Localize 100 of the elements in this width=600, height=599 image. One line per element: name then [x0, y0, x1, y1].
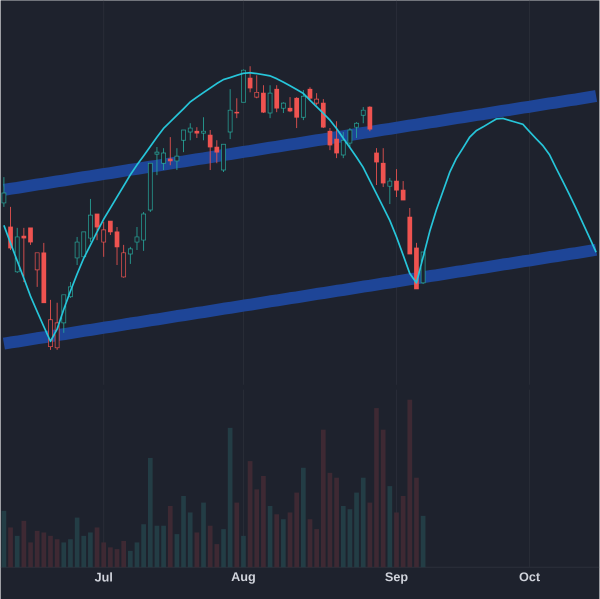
- bar: [394, 512, 399, 568]
- bar: [148, 458, 153, 568]
- bar: [320, 429, 326, 568]
- candlestick: [134, 226, 140, 250]
- candlestick: [128, 246, 133, 264]
- bar: [28, 542, 33, 568]
- candlestick: [308, 86, 312, 101]
- candlestick: [380, 148, 386, 188]
- bar: [314, 529, 319, 568]
- bar: [241, 536, 246, 568]
- bar: [128, 550, 133, 568]
- candlestick: [214, 140, 220, 164]
- candlestick: [194, 126, 200, 138]
- candlestick: [314, 92, 319, 106]
- bar: [68, 539, 73, 568]
- bar: [301, 468, 306, 568]
- candlestick: [74, 236, 80, 266]
- bar: [360, 478, 366, 568]
- candlestick: [268, 84, 272, 118]
- bar: [2, 510, 6, 568]
- candlestick: [288, 96, 292, 112]
- candlestick: [274, 84, 280, 112]
- candlestick: [114, 226, 120, 266]
- candlestick: [248, 66, 252, 93]
- bar: [328, 472, 332, 568]
- x-tick-label: Aug: [231, 572, 255, 584]
- bar: [81, 536, 86, 568]
- bar: [101, 542, 106, 568]
- bar: [108, 547, 113, 568]
- bar: [400, 496, 406, 568]
- candlestick: [188, 122, 193, 141]
- candlestick: [168, 136, 173, 166]
- bar: [274, 514, 280, 568]
- bar: [308, 519, 312, 568]
- candlestick: [374, 148, 379, 186]
- bar: [134, 542, 140, 568]
- bar: [268, 506, 272, 568]
- bar: [74, 517, 80, 568]
- bar: [374, 408, 379, 568]
- candlestick: [328, 127, 332, 150]
- bar: [94, 527, 100, 568]
- candlestick: [88, 198, 93, 242]
- bar: [22, 520, 26, 568]
- candlestick: [348, 127, 352, 148]
- bar: [368, 502, 372, 568]
- candlestick: [261, 84, 266, 114]
- candlestick: [300, 89, 306, 120]
- bar: [141, 524, 146, 568]
- candlestick: [108, 220, 113, 236]
- bar: [414, 478, 419, 568]
- candlestick: [334, 120, 339, 158]
- bar: [380, 429, 386, 568]
- bar: [340, 506, 346, 568]
- bar: [48, 536, 53, 568]
- candlestick: [354, 122, 359, 138]
- candlestick: [387, 177, 392, 204]
- bar: [161, 526, 166, 568]
- bar: [248, 460, 252, 568]
- candlestick: [174, 148, 180, 170]
- candlestick: [400, 180, 406, 200]
- bar: [188, 512, 193, 568]
- candlestick: [22, 227, 26, 282]
- bar: [8, 527, 13, 568]
- candlestick: [294, 96, 300, 128]
- candlestick: [228, 88, 232, 140]
- bar: [54, 539, 60, 568]
- bar: [194, 532, 200, 568]
- bar: [407, 400, 412, 568]
- candlestick: [368, 106, 372, 132]
- x-tick-label: Oct: [520, 572, 540, 582]
- bar: [154, 526, 160, 568]
- candlestick: [281, 102, 286, 114]
- bar: [174, 534, 180, 568]
- bar: [214, 544, 220, 568]
- bar: [181, 496, 186, 568]
- bar: [208, 526, 212, 568]
- candlestick: [94, 213, 100, 240]
- bar: [281, 519, 286, 568]
- candlestick: [234, 98, 240, 118]
- bar: [114, 548, 120, 568]
- bar: [354, 492, 359, 568]
- candlestick: [394, 168, 399, 198]
- candlestick: [360, 106, 366, 124]
- candlestick: [181, 129, 186, 152]
- bar: [261, 476, 266, 568]
- bar: [168, 506, 173, 568]
- bar: [88, 532, 93, 568]
- candlestick: [201, 116, 206, 141]
- bar: [34, 530, 40, 568]
- x-tick-label: Jul: [94, 572, 112, 582]
- bar: [254, 489, 260, 568]
- bar: [121, 540, 126, 568]
- bar: [420, 516, 426, 568]
- bar: [14, 536, 20, 568]
- candlestick: [34, 252, 40, 288]
- candlestick: [28, 227, 33, 246]
- bar: [234, 502, 240, 568]
- bar: [221, 529, 226, 568]
- bar: [228, 428, 232, 568]
- bar: [288, 512, 292, 568]
